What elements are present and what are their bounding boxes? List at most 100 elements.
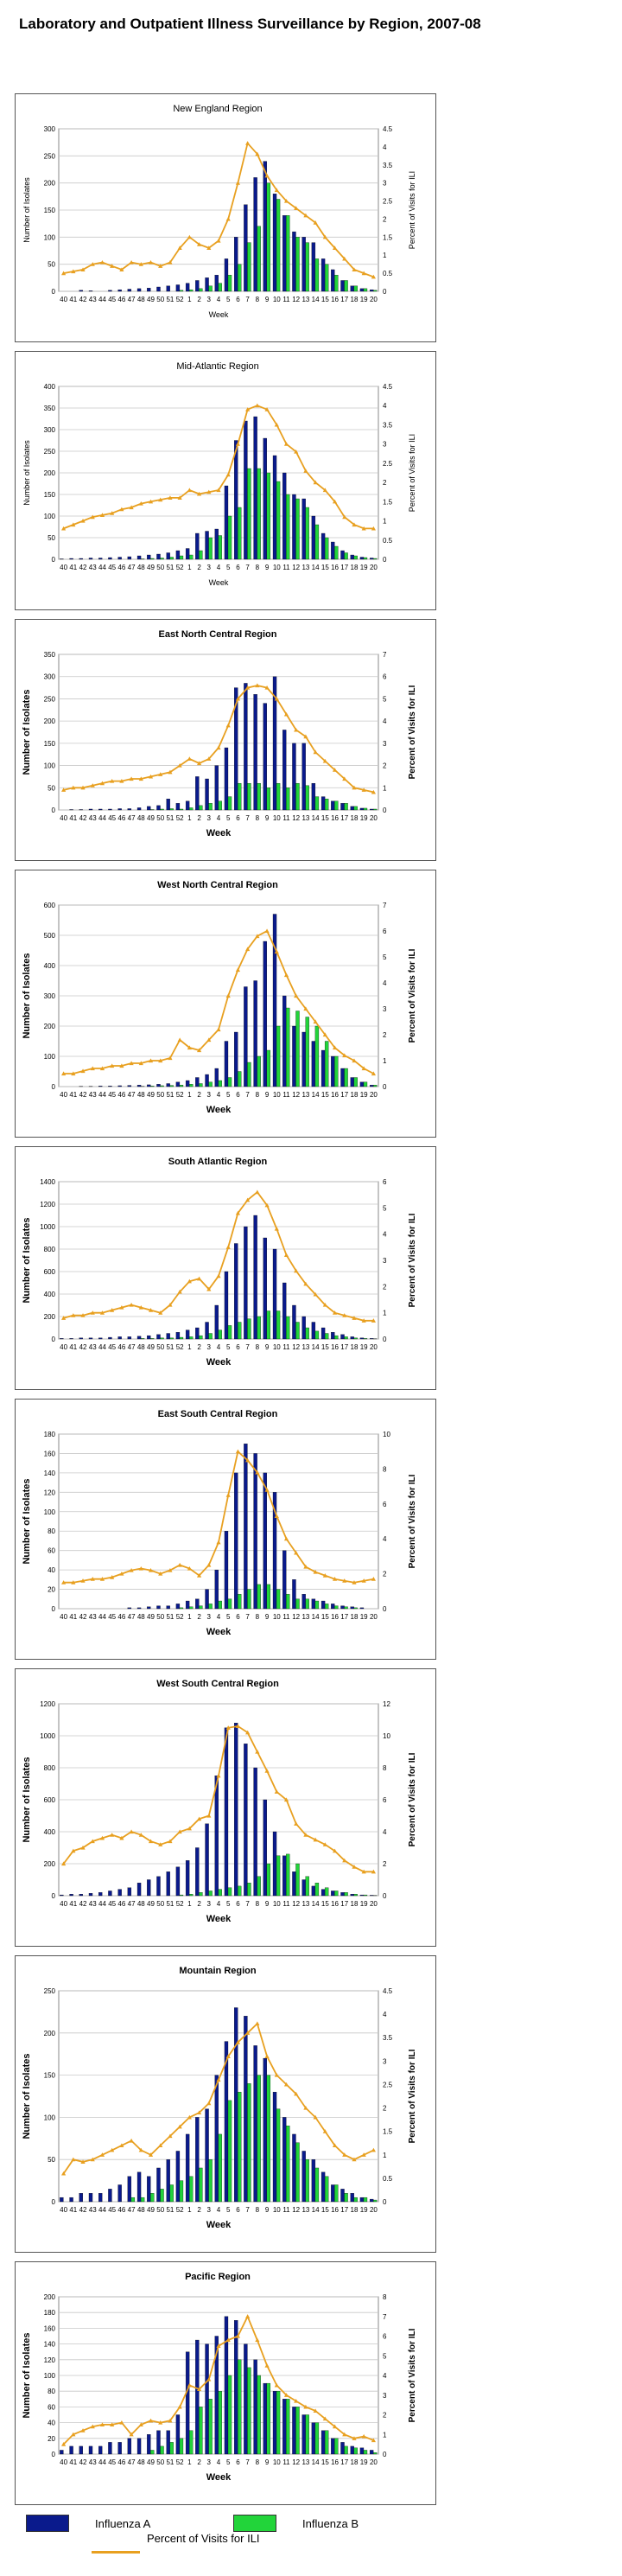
bar-influenza-a — [331, 1891, 335, 1897]
bar-influenza-a — [185, 283, 190, 292]
bar-influenza-b — [188, 1336, 194, 1340]
y-tick-label: 200 — [44, 1860, 56, 1868]
bar-influenza-b — [227, 796, 232, 811]
bar-influenza-a — [340, 803, 345, 811]
y-tick-label: 160 — [44, 2324, 56, 2332]
bar-influenza-a — [263, 1472, 267, 1610]
bar-influenza-b — [353, 1607, 358, 1610]
x-tick-label: 52 — [176, 1613, 184, 1621]
x-tick-label: 4 — [217, 296, 221, 303]
ili-point — [303, 469, 308, 473]
bar-influenza-a — [224, 1041, 229, 1087]
x-tick-label: 51 — [166, 564, 174, 571]
bar-influenza-a — [350, 285, 354, 292]
bar-influenza-a — [244, 420, 248, 560]
ili-point — [110, 264, 115, 268]
ili-point — [216, 745, 221, 750]
y-tick-label: 250 — [44, 152, 56, 160]
ili-point — [61, 2442, 67, 2446]
y2-tick-label: 0 — [383, 1605, 387, 1613]
legend-swatch-influenza-a — [26, 2515, 69, 2532]
ili-point — [283, 711, 289, 717]
ili-point — [313, 1291, 318, 1297]
bar-influenza-b — [324, 1041, 329, 1087]
x-tick-label: 44 — [98, 564, 106, 571]
bar-influenza-a — [108, 808, 112, 811]
ili-line — [62, 1725, 374, 1873]
y2-tick-label: 6 — [383, 2333, 387, 2341]
ili-point — [255, 1189, 260, 1195]
ili-point — [322, 758, 327, 763]
bar-influenza-a — [311, 515, 316, 560]
bar-influenza-a — [350, 1606, 354, 1610]
y-tick-label: 350 — [44, 405, 56, 412]
bar-influenza-b — [295, 1863, 300, 1897]
y-tick-label: 180 — [44, 2309, 56, 2317]
x-tick-label: 49 — [147, 1343, 155, 1351]
bar-influenza-a — [185, 548, 190, 560]
ili-point — [138, 1833, 143, 1837]
x-tick-label: 1 — [187, 1900, 192, 1908]
bar-influenza-a — [272, 676, 277, 811]
ili-point — [99, 1310, 105, 1315]
y-axis-label: Number of Isolates — [22, 689, 32, 775]
ili-point — [274, 696, 279, 701]
bar-influenza-b — [218, 535, 222, 560]
x-tick-label: 12 — [292, 296, 300, 303]
ili-point — [264, 173, 270, 178]
bar-influenza-b — [305, 1327, 309, 1340]
ili-point — [80, 1845, 86, 1850]
y2-tick-label: 1 — [383, 784, 387, 792]
y2-axis-label: Percent of Visits for ILI — [408, 1474, 417, 1568]
bar-influenza-a — [253, 2359, 257, 2455]
ili-point — [245, 1197, 251, 1202]
ili-point — [129, 505, 134, 510]
x-tick-label: 50 — [156, 814, 164, 822]
bar-influenza-a — [88, 2445, 93, 2455]
x-tick-label: 19 — [360, 1091, 368, 1099]
bar-influenza-a — [127, 1336, 132, 1340]
ili-point — [119, 1063, 124, 1068]
ili-point — [342, 1578, 347, 1583]
x-tick-label: 46 — [117, 296, 125, 303]
ili-point — [303, 1564, 308, 1569]
ili-point — [80, 267, 86, 272]
bar-influenza-a — [98, 1086, 103, 1087]
ili-point — [110, 2422, 115, 2426]
ili-point — [235, 2040, 241, 2044]
bar-influenza-a — [321, 1049, 326, 1087]
legend-swatch-influenza-b — [233, 2515, 276, 2532]
y2-tick-label: 0 — [383, 1892, 387, 1900]
y-tick-label: 20 — [48, 2435, 55, 2443]
x-tick-label: 5 — [226, 1900, 231, 1908]
x-tick-label: 2 — [197, 2206, 201, 2214]
bar-influenza-a — [301, 498, 306, 560]
bar-influenza-b — [324, 2430, 329, 2455]
ili-point — [371, 1318, 376, 1323]
y2-tick-label: 2 — [383, 479, 387, 487]
bar-influenza-b — [160, 2445, 164, 2455]
bar-influenza-a — [185, 2133, 190, 2203]
bar-influenza-b — [150, 1086, 155, 1087]
ili-point — [158, 2143, 163, 2148]
bar-influenza-b — [344, 1892, 348, 1897]
bar-influenza-b — [188, 1084, 194, 1087]
ili-point — [90, 1839, 95, 1844]
y-tick-label: 200 — [44, 1023, 56, 1030]
x-tick-label: 15 — [321, 2206, 329, 2214]
bar-influenza-b — [314, 1600, 320, 1610]
ili-point — [294, 2398, 299, 2403]
x-tick-label: 16 — [331, 1613, 339, 1621]
ili-point — [216, 2077, 221, 2082]
ili-point — [90, 514, 95, 520]
bar-influenza-a — [108, 557, 112, 560]
bar-influenza-a — [282, 1282, 287, 1340]
x-tick-label: 1 — [187, 2206, 192, 2214]
y-tick-label: 0 — [52, 1605, 56, 1613]
bar-influenza-a — [369, 289, 374, 292]
x-tick-label: 13 — [301, 2458, 309, 2466]
x-tick-label: 2 — [197, 1091, 201, 1099]
y-tick-label: 250 — [44, 448, 56, 456]
ili-point — [168, 259, 173, 265]
bar-influenza-a — [117, 1889, 122, 1897]
